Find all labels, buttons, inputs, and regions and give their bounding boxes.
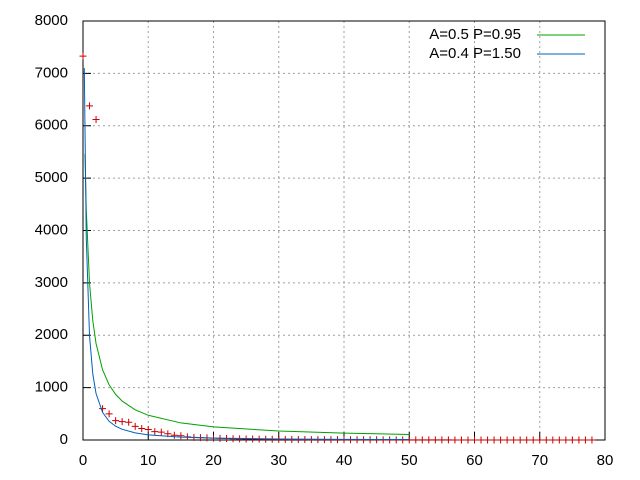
y-tick-label: 3000 <box>35 274 68 291</box>
x-tick-label: 30 <box>270 452 287 469</box>
point <box>170 431 178 439</box>
point <box>581 436 589 444</box>
point <box>484 436 492 444</box>
point <box>431 436 439 444</box>
point <box>568 436 576 444</box>
point <box>464 436 472 444</box>
point <box>588 436 596 444</box>
point <box>562 436 570 444</box>
point <box>444 436 452 444</box>
point <box>92 115 100 123</box>
point <box>131 422 139 430</box>
point <box>503 436 511 444</box>
y-tick-label: 5000 <box>35 169 68 186</box>
point <box>451 436 459 444</box>
point <box>510 436 518 444</box>
y-tick-label: 2000 <box>35 326 68 343</box>
point <box>125 418 133 426</box>
point <box>497 436 505 444</box>
y-tick-label: 0 <box>60 431 68 448</box>
point <box>457 436 465 444</box>
point <box>86 102 94 110</box>
point <box>99 405 107 413</box>
point <box>438 436 446 444</box>
x-tick-label: 50 <box>401 452 418 469</box>
line <box>84 154 410 435</box>
legend-label: A=0.4 P=1.50 <box>429 45 521 62</box>
y-tick-label: 6000 <box>35 117 68 134</box>
point <box>79 52 87 60</box>
point <box>112 417 120 425</box>
point <box>425 436 433 444</box>
x-tick-label: 20 <box>205 452 222 469</box>
point <box>542 436 550 444</box>
point <box>529 436 537 444</box>
point <box>516 436 524 444</box>
point <box>477 436 485 444</box>
y-tick-label: 7000 <box>35 64 68 81</box>
y-tick-label: 8000 <box>35 12 68 29</box>
point <box>118 418 126 426</box>
point <box>536 436 544 444</box>
line <box>83 68 410 441</box>
point <box>157 428 165 436</box>
y-tick-label: 1000 <box>35 379 68 396</box>
point <box>549 436 557 444</box>
point <box>151 428 159 436</box>
point <box>418 436 426 444</box>
point <box>575 436 583 444</box>
x-tick-label: 70 <box>531 452 548 469</box>
point <box>177 432 185 440</box>
point <box>138 424 146 432</box>
point <box>555 436 563 444</box>
point <box>523 436 531 444</box>
point <box>412 436 420 444</box>
x-tick-label: 0 <box>79 452 87 469</box>
x-tick-label: 80 <box>597 452 614 469</box>
x-tick-label: 10 <box>140 452 157 469</box>
y-tick-label: 4000 <box>35 221 68 238</box>
legend-label: A=0.5 P=0.95 <box>429 26 521 43</box>
point <box>105 410 113 418</box>
point <box>471 436 478 444</box>
x-tick-label: 60 <box>466 452 483 469</box>
x-tick-label: 40 <box>336 452 353 469</box>
point <box>144 426 152 434</box>
point <box>490 436 498 444</box>
